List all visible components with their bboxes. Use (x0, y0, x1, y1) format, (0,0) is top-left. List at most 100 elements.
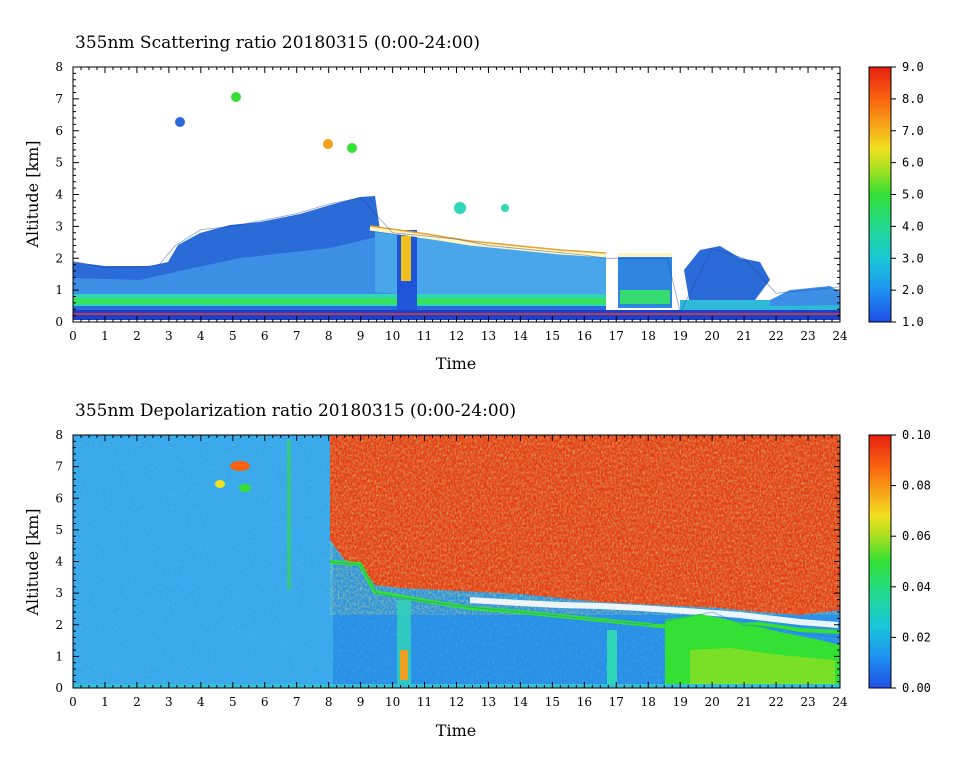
x-tick-label: 4 (197, 329, 205, 343)
colorbar-tick-label: 2.0 (902, 283, 924, 297)
scattering-cirrus-patch-3 (323, 139, 333, 149)
y-tick-label: 7 (55, 460, 63, 474)
x-tick-label: 16 (577, 695, 592, 709)
y-tick-label: 3 (55, 586, 63, 600)
depol-cirrus-patch (230, 461, 250, 471)
scattering-cirrus-patch (231, 92, 241, 102)
x-tick-label: 9 (357, 695, 365, 709)
colorbar-tick-label: 0.06 (902, 529, 931, 543)
x-tick-label: 17 (609, 695, 624, 709)
y-tick-label: 8 (55, 428, 63, 442)
x-tick-label: 5 (229, 695, 237, 709)
y-tick-label: 2 (55, 618, 63, 632)
x-tick-label: 13 (481, 695, 496, 709)
depolarization-heatmap (73, 435, 840, 688)
scattering-gap-17h (606, 254, 618, 314)
x-axis: 0 1 2 3 4 5 6 7 8 9 10 11 12 13 14 15 16 17 18 19 20 21 22 23 24 (69, 435, 848, 709)
x-tick-label: 12 (449, 695, 464, 709)
depolarization-ratio-panel: 355nm Depolarization ratio 20180315 (0:0… (23, 401, 931, 740)
x-tick-label: 23 (800, 329, 815, 343)
y-axis: 0 1 2 3 4 5 6 7 8 (55, 60, 840, 329)
x-tick-label: 9 (357, 329, 365, 343)
scattering-late-patch (770, 286, 840, 306)
scattering-boundary-core (73, 298, 606, 304)
x-tick-label: 14 (513, 329, 529, 343)
y-tick-label: 6 (55, 491, 63, 505)
x-tick-label: 1 (101, 695, 109, 709)
x-tick-label: 1 (101, 329, 109, 343)
scattering-ratio-panel: 355nm Scattering ratio 20180315 (0:00-24… (23, 33, 924, 373)
chart-title: 355nm Scattering ratio 20180315 (0:00-24… (75, 33, 480, 53)
cloud-top-overlay (72, 197, 841, 638)
x-tick-label: 19 (673, 695, 688, 709)
y-tick-label: 0 (55, 681, 63, 695)
x-tick-label: 6 (261, 329, 269, 343)
colorbar-tick-label: 7.0 (902, 124, 924, 138)
x-tick-label: 8 (325, 695, 333, 709)
x-tick-label: 21 (736, 329, 751, 343)
x-axis-label: Time (436, 354, 476, 373)
colorbar-tick-label: 1.0 (902, 315, 924, 329)
x-tick-label: 2 (133, 695, 141, 709)
depol-streak-7h (287, 440, 291, 590)
colorbar (868, 434, 892, 689)
x-tick-label: 12 (449, 329, 464, 343)
scattering-broken-clouds (684, 246, 770, 305)
x-tick-label: 0 (69, 329, 77, 343)
x-tick-label: 21 (736, 695, 751, 709)
depol-white-band (469, 597, 839, 628)
scattering-convective-10h (401, 236, 411, 281)
y-tick-label: 4 (55, 555, 63, 569)
chart-title: 355nm Depolarization ratio 20180315 (0:0… (75, 401, 516, 421)
colorbar-tick-label: 0.04 (902, 580, 931, 594)
scattering-cirrus-patch-2 (175, 117, 185, 127)
colorbar-tick-label: 6.0 (902, 156, 924, 170)
depol-cirrus-patch-2 (215, 480, 225, 488)
scattering-block-17h-core (620, 290, 670, 304)
cloud-top-trace (328, 561, 841, 638)
colorbar-tick-label: 0.00 (902, 681, 931, 695)
y-tick-label: 0 (55, 315, 63, 329)
y-tick-label: 5 (55, 156, 63, 170)
depol-streak-10h-core (400, 650, 408, 680)
x-tick-label: 5 (229, 329, 237, 343)
x-axis-label: Time (436, 721, 476, 740)
x-tick-label: 3 (165, 329, 173, 343)
x-tick-label: 3 (165, 695, 173, 709)
x-tick-label: 19 (673, 329, 688, 343)
x-tick-label: 10 (385, 695, 400, 709)
scattering-cirrus-patch-5 (454, 202, 466, 214)
x-tick-label: 18 (641, 329, 656, 343)
x-tick-label: 14 (513, 695, 529, 709)
y-tick-label: 1 (55, 283, 63, 297)
y-tick-label: 3 (55, 219, 63, 233)
y-tick-label: 7 (55, 92, 63, 106)
x-tick-label: 7 (293, 695, 301, 709)
x-tick-label: 22 (768, 329, 783, 343)
x-tick-label: 18 (641, 695, 656, 709)
scattering-cloud-top-ridge (369, 225, 607, 258)
x-tick-label: 2 (133, 329, 141, 343)
x-tick-label: 6 (261, 695, 269, 709)
scattering-cirrus-patch-4 (347, 143, 357, 153)
y-tick-label: 4 (55, 188, 63, 202)
x-tick-label: 15 (545, 695, 560, 709)
x-tick-label: 0 (69, 695, 77, 709)
x-tick-label: 13 (481, 329, 496, 343)
y-tick-label: 1 (55, 649, 63, 663)
y-axis: 0 1 2 3 4 5 6 7 8 (55, 428, 840, 695)
x-tick-label: 23 (800, 695, 815, 709)
scattering-heatmap (73, 67, 840, 322)
depol-late-aerosol-core (690, 648, 835, 684)
scattering-mid-cloud (375, 232, 606, 298)
x-tick-label: 24 (832, 329, 848, 343)
y-tick-label: 8 (55, 60, 63, 74)
depol-streak-17h (607, 630, 617, 685)
y-tick-label: 5 (55, 523, 63, 537)
colorbar-tick-label: 4.0 (902, 219, 924, 233)
x-tick-label: 20 (705, 695, 720, 709)
x-tick-label: 7 (293, 329, 301, 343)
colorbar-tick-label: 3.0 (902, 251, 924, 265)
cloud-top-trace (72, 197, 841, 314)
